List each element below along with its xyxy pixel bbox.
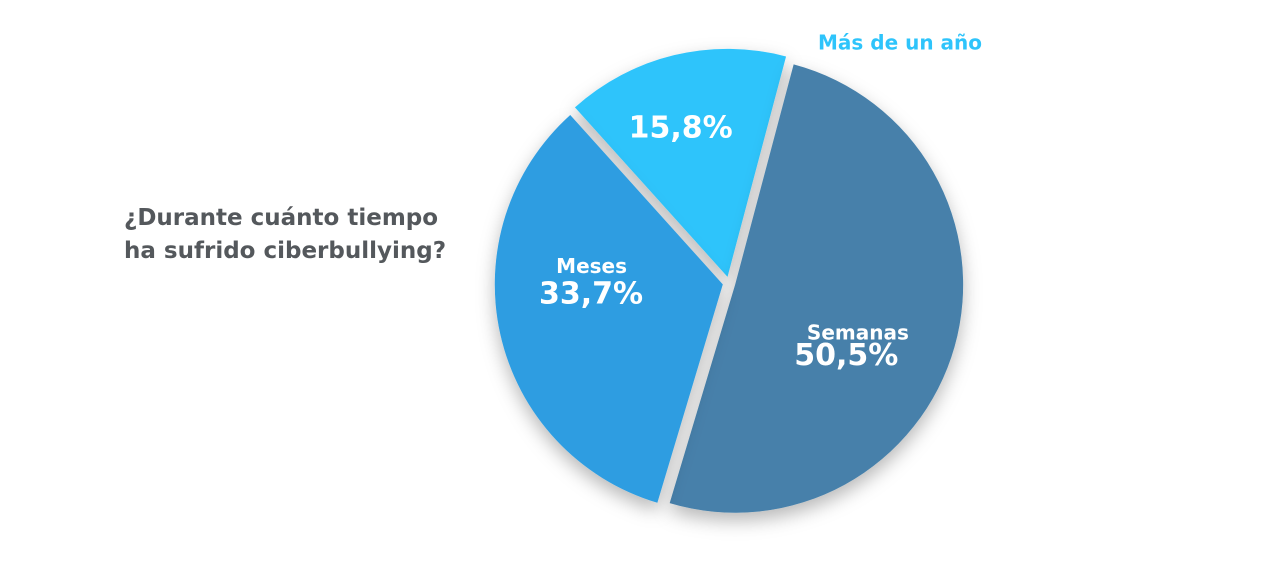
slice-value-3: 33,7% bbox=[539, 277, 643, 312]
chart-title-line-2: ha sufrido ciberbullying? bbox=[124, 238, 447, 264]
pie-slices bbox=[494, 48, 964, 513]
slice-value-2: 50,5% bbox=[794, 338, 898, 373]
pie-slice-2 bbox=[669, 64, 964, 513]
chart-title: ¿Durante cuánto tiempo ha sufrido ciberb… bbox=[124, 202, 504, 268]
slice-label-3: Meses bbox=[556, 254, 627, 278]
slice-label-1: Más de un año bbox=[818, 31, 982, 55]
pie-slice-1 bbox=[574, 48, 787, 277]
slice-label-2: Semanas bbox=[807, 320, 909, 344]
slice-value-1: 15,8% bbox=[629, 111, 733, 146]
chart-title-line-1: ¿Durante cuánto tiempo bbox=[124, 205, 439, 231]
pie-slice-3 bbox=[494, 114, 723, 503]
